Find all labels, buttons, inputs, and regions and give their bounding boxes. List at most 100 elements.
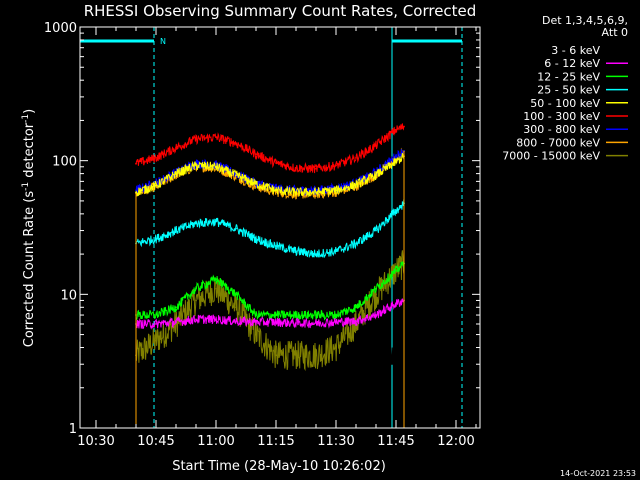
series-6-12-kev-point bbox=[255, 321, 257, 323]
series-100-300-kev-group bbox=[135, 123, 405, 174]
series-50-100-kev-point bbox=[395, 160, 397, 163]
series-7000-15000-kev-point bbox=[315, 354, 317, 357]
series-100-300-kev-point bbox=[195, 138, 197, 140]
series-7000-15000-kev-point bbox=[275, 354, 277, 357]
plot-area: N 10:30 10:45 11:00 11:15 11:30 11:45 12:00 1 10 1… bbox=[44, 21, 481, 449]
series-7000-15000-kev-point bbox=[215, 287, 217, 290]
series-7000-15000-kev-point bbox=[255, 333, 257, 336]
series-12-25-kev-point bbox=[175, 306, 177, 309]
series-6-12-kev-line bbox=[135, 298, 405, 330]
series-50-100-kev-point bbox=[255, 183, 257, 185]
y-axis-label-end: ) bbox=[22, 109, 37, 114]
legend-label: 3 - 6 keV bbox=[551, 44, 600, 57]
series-50-100-kev-point bbox=[295, 191, 297, 194]
legend-header-line: Det 1,3,4,5,6,9, bbox=[542, 14, 628, 27]
series-12-25-kev-group bbox=[135, 260, 405, 321]
series-3-6-kev-point bbox=[375, 381, 377, 384]
series-12-25-kev-point bbox=[315, 314, 317, 316]
series-100-300-kev-point bbox=[375, 144, 377, 147]
x-tick-label: 11:45 bbox=[377, 434, 414, 449]
series-50-100-kev-point bbox=[235, 174, 237, 176]
series-7000-15000-kev-point bbox=[195, 299, 197, 302]
series-25-50-kev-point bbox=[175, 229, 177, 232]
series-25-50-kev-point bbox=[315, 253, 317, 255]
series-50-100-kev-point bbox=[215, 165, 217, 168]
x-tick-label: 11:00 bbox=[197, 434, 234, 449]
series-12-25-kev-point bbox=[215, 278, 217, 281]
series-12-25-kev-point bbox=[275, 314, 277, 316]
series-50-100-kev-line bbox=[135, 152, 405, 198]
series-12-25-kev-point bbox=[395, 269, 397, 272]
night-flag-label: N bbox=[160, 37, 166, 46]
y-tick-label: 1 bbox=[69, 422, 77, 437]
y-tick-label: 1000 bbox=[44, 21, 77, 36]
series-25-50-kev-point bbox=[275, 245, 277, 247]
series-25-50-kev-line bbox=[136, 199, 405, 259]
x-tick-label: 10:45 bbox=[137, 434, 174, 449]
series-3-6-kev-point bbox=[235, 403, 237, 406]
series-12-25-kev-point bbox=[335, 314, 337, 316]
series-6-12-kev-point bbox=[335, 321, 337, 323]
series-25-50-kev-point bbox=[155, 237, 157, 240]
y-tick-label: 100 bbox=[52, 155, 77, 170]
series-7000-15000-kev-point bbox=[375, 293, 377, 296]
series-100-300-kev-line bbox=[135, 123, 405, 174]
y-axis-label-main: Corrected Count Rate (s bbox=[22, 191, 37, 348]
series-12-25-kev-point bbox=[355, 306, 357, 309]
series-12-25-kev-line bbox=[135, 260, 405, 321]
series-12-25-kev-point bbox=[295, 314, 297, 316]
series-6-12-kev-point bbox=[355, 320, 357, 323]
plot-frame bbox=[79, 26, 481, 429]
footer-timestamp: 14-Oct-2021 23:53 bbox=[560, 469, 636, 478]
series-6-12-kev-point bbox=[295, 322, 297, 324]
series-7000-15000-kev-point bbox=[235, 306, 237, 309]
series-100-300-kev-point bbox=[355, 156, 357, 159]
series-300-800-kev-point bbox=[395, 155, 397, 158]
series-100-300-kev-point bbox=[215, 136, 217, 139]
series-100-300-kev-point bbox=[135, 162, 137, 165]
series-50-100-kev-point bbox=[335, 189, 337, 192]
series-7000-15000-kev-point bbox=[155, 339, 157, 342]
series-12-25-kev-point bbox=[195, 287, 197, 290]
series-6-12-kev-point bbox=[315, 322, 317, 324]
series-3-6-kev-point bbox=[195, 386, 197, 389]
legend-label: 25 - 50 keV bbox=[537, 84, 600, 97]
series-3-6-kev-point bbox=[395, 354, 397, 357]
legend-label: 12 - 25 keV bbox=[537, 70, 600, 83]
series-6-12-kev-point bbox=[215, 318, 217, 321]
legend-header-line: Att 0 bbox=[602, 26, 628, 39]
series-6-12-kev-point bbox=[155, 323, 157, 325]
series-50-100-kev-point bbox=[275, 189, 277, 192]
series-25-50-kev-point bbox=[195, 222, 197, 225]
series-12-25-kev-point bbox=[255, 314, 257, 316]
legend-label: 800 - 7000 keV bbox=[516, 136, 600, 149]
series-6-12-kev-point bbox=[195, 318, 197, 321]
series-50-100-kev-point bbox=[195, 164, 197, 167]
series-6-12-kev-point bbox=[235, 320, 237, 323]
series-12-25-kev-point bbox=[235, 293, 237, 296]
series-50-100-kev-point bbox=[135, 191, 137, 194]
series-25-50-kev-point bbox=[375, 229, 377, 232]
legend-label: 7000 - 15000 keV bbox=[502, 150, 600, 163]
series-7000-15000-kev-point bbox=[335, 346, 337, 349]
series-25-50-kev-point bbox=[295, 250, 297, 253]
series-100-300-kev-point bbox=[335, 164, 337, 167]
series-25-50-kev-group bbox=[135, 199, 405, 259]
x-axis-label: Start Time (28-May-10 10:26:02) bbox=[172, 459, 386, 474]
chart-title: RHESSI Observing Summary Count Rates, Co… bbox=[84, 2, 477, 20]
series-12-25-kev-point bbox=[375, 287, 377, 290]
series-6-12-kev-point bbox=[175, 321, 177, 323]
series-25-50-kev-point bbox=[255, 237, 257, 240]
legend-label: 50 - 100 keV bbox=[530, 97, 600, 110]
y-tick-label: 10 bbox=[60, 288, 77, 303]
x-tick-label: 11:30 bbox=[317, 434, 354, 449]
series-3-6-kev-point bbox=[175, 416, 177, 419]
x-tick-label: 12:00 bbox=[437, 434, 474, 449]
series-6-12-kev-point bbox=[275, 321, 277, 323]
series-50-100-kev-point bbox=[375, 174, 377, 176]
series-100-300-kev-point bbox=[395, 128, 397, 131]
series-100-300-kev-point bbox=[235, 142, 237, 145]
series-50-100-kev-point bbox=[155, 184, 157, 187]
